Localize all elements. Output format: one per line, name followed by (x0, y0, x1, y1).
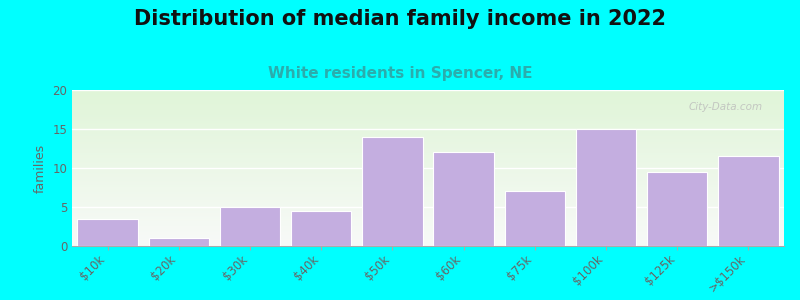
Bar (434, 152, 494, 246)
Y-axis label: families: families (34, 143, 46, 193)
Text: City-Data.com: City-Data.com (689, 103, 762, 112)
Bar (220, 207, 280, 246)
Bar (505, 191, 565, 246)
Text: White residents in Spencer, NE: White residents in Spencer, NE (268, 66, 532, 81)
Text: Distribution of median family income in 2022: Distribution of median family income in … (134, 9, 666, 29)
Bar (576, 129, 636, 246)
Bar (647, 172, 707, 246)
Bar (291, 211, 351, 246)
Bar (149, 238, 209, 246)
Bar (362, 137, 422, 246)
Bar (78, 219, 138, 246)
Bar (718, 156, 778, 246)
